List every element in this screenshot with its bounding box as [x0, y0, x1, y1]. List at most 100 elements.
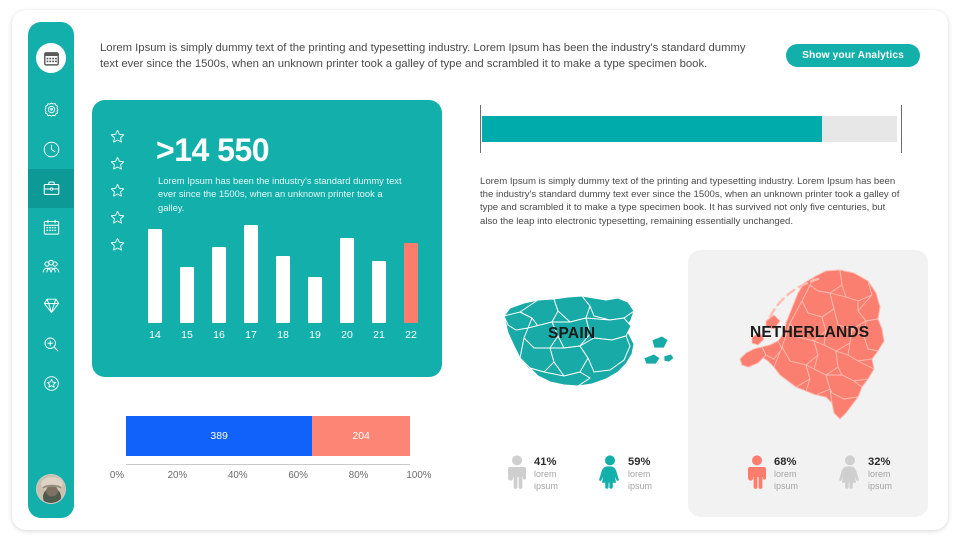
bar-16: [212, 246, 226, 323]
stat-value: >14 550: [156, 132, 270, 168]
star-circle-icon: [43, 376, 59, 391]
bar-label-20: 20: [341, 329, 353, 341]
stack-segment-389: 389: [126, 416, 313, 456]
show-analytics-button[interactable]: Show your Analytics: [786, 44, 920, 67]
gender-label-line2: ipsum: [868, 480, 893, 491]
gender-label-line2: ipsum: [534, 480, 559, 491]
gender-label-line2: ipsum: [774, 480, 799, 491]
stack-segment-204: 204: [312, 416, 410, 456]
progress-track[interactable]: [482, 116, 897, 142]
bar-18: [276, 256, 290, 323]
stat-card: >14 550 Lorem Ipsum has been the industr…: [92, 100, 442, 377]
male-icon: [748, 455, 766, 489]
gender-stat-text: 32% lorem ipsum: [868, 455, 892, 492]
search-plus-icon: [44, 337, 58, 352]
male-icon: [508, 455, 526, 489]
sidebar-item-calendar[interactable]: [28, 208, 74, 247]
bar-label-19: 19: [309, 329, 321, 341]
netherlands-gender-stats: 68% lorem ipsum 32% lorem ipsum: [746, 455, 892, 492]
star-icon: [110, 183, 125, 197]
stat-description: Lorem Ipsum has been the industry's stan…: [158, 175, 402, 213]
gender-stat-text: 41% lorem ipsum: [534, 455, 558, 492]
sidebar-item-premium[interactable]: [28, 286, 74, 325]
gender-stat-item: 59% lorem ipsum: [598, 455, 652, 492]
star-icon: [110, 129, 125, 143]
star-icon: [110, 156, 125, 170]
bar-label-22: 22: [405, 329, 417, 341]
spain-gender-stats: 41% lorem ipsum 59% lorem ipsum: [506, 455, 652, 492]
gender-label-line2: ipsum: [628, 480, 653, 491]
bar-label-16: 16: [213, 329, 225, 341]
gender-stat-item: 32% lorem ipsum: [838, 455, 892, 492]
female-icon: [839, 455, 859, 489]
sidebar-item-favorites[interactable]: [28, 364, 74, 403]
sidebar-item-explore[interactable]: [28, 325, 74, 364]
bar-21: [372, 261, 386, 323]
gender-label-line1: lorem: [774, 469, 797, 479]
spain-map-icon: [503, 295, 675, 387]
female-icon: [599, 455, 619, 489]
star-rating: [109, 128, 126, 253]
bar-label-18: 18: [277, 329, 289, 341]
bar-label-14: 14: [149, 329, 161, 341]
axis-tick-0%: 0%: [109, 470, 125, 481]
axis-tick-20%: 20%: [167, 470, 188, 481]
progress-indicator: [480, 105, 902, 153]
progress-tick-end: [901, 105, 902, 153]
bar-columns: [148, 225, 418, 323]
avatar-photo: [37, 475, 65, 503]
bar-label-15: 15: [181, 329, 193, 341]
progress-fill: [482, 116, 823, 142]
bar-20: [340, 237, 354, 323]
bar-axis-labels: 14 15 16 17 18 19 20 21 22: [148, 329, 418, 341]
vertical-bar-chart: 14 15 16 17 18 19 20 21 22: [148, 225, 418, 341]
app-logo[interactable]: [36, 43, 66, 73]
sidebar-item-settings[interactable]: [28, 91, 74, 130]
sidebar-nav: [28, 91, 74, 403]
briefcase-icon: [43, 181, 59, 195]
gender-stat-item: 41% lorem ipsum: [506, 455, 558, 492]
star-icon: [110, 237, 125, 251]
gender-percent: 59%: [628, 456, 651, 468]
netherlands-map[interactable]: [722, 263, 904, 433]
gear-icon: [44, 102, 58, 117]
spain-map[interactable]: [494, 278, 679, 398]
gender-label-line1: lorem: [628, 469, 651, 479]
spain-label: SPAIN: [548, 325, 596, 342]
axis-tick-100%: 100%: [406, 470, 432, 481]
netherlands-map-icon: [739, 269, 885, 420]
user-avatar[interactable]: [36, 474, 66, 504]
stacked-bar: 389 204: [126, 416, 410, 456]
bar-22: [404, 242, 418, 323]
gender-percent: 41%: [534, 456, 557, 468]
calendar-icon: [43, 219, 59, 235]
stacked-bar-chart: 389 204 0% 20% 40% 60% 80% 100%: [110, 416, 431, 481]
bar-17: [244, 225, 258, 323]
sidebar: [28, 22, 74, 518]
bar-label-17: 17: [245, 329, 257, 341]
clock-icon: [43, 141, 59, 158]
calendar-icon: [43, 51, 59, 66]
gender-label-line1: lorem: [868, 469, 891, 479]
bar-19: [308, 276, 322, 323]
bar-15: [180, 267, 194, 323]
gender-percent: 32%: [868, 456, 891, 468]
gender-label-line1: lorem: [534, 469, 557, 479]
gender-stat-item: 68% lorem ipsum: [746, 455, 798, 492]
gender-percent: 68%: [774, 456, 797, 468]
progress-tick-start: [480, 105, 481, 153]
stacked-bar-axis-labels: 0% 20% 40% 60% 80% 100%: [102, 470, 434, 481]
axis-tick-80%: 80%: [348, 470, 369, 481]
netherlands-label: NETHERLANDS: [750, 324, 870, 341]
sidebar-item-audience[interactable]: [28, 247, 74, 286]
star-icon: [110, 210, 125, 224]
header-paragraph: Lorem Ipsum is simply dummy text of the …: [100, 42, 746, 70]
sidebar-item-history[interactable]: [28, 130, 74, 169]
gender-stat-text: 59% lorem ipsum: [628, 455, 652, 492]
bar-14: [148, 228, 162, 323]
sidebar-item-portfolio[interactable]: [28, 169, 74, 208]
diamond-icon: [43, 298, 59, 314]
stacked-bar-axis-line: [126, 464, 410, 465]
right-paragraph: Lorem Ipsum is simply dummy text of the …: [480, 176, 900, 227]
gender-stat-text: 68% lorem ipsum: [774, 455, 798, 492]
